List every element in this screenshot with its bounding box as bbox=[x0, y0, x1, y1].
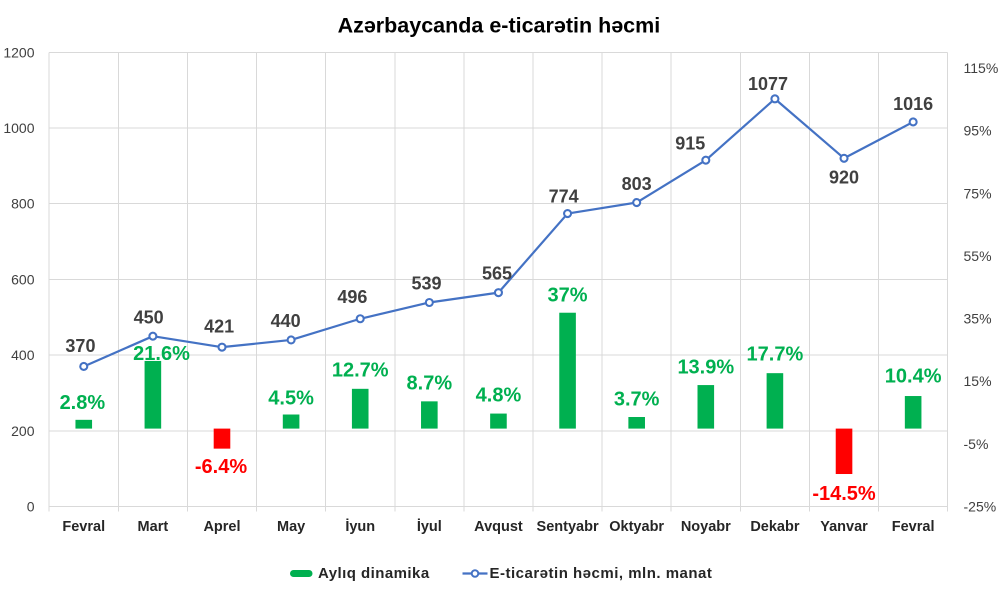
svg-text:115%: 115% bbox=[964, 60, 999, 76]
svg-text:4.5%: 4.5% bbox=[268, 387, 314, 409]
svg-text:Aprel: Aprel bbox=[203, 519, 240, 535]
svg-text:35%: 35% bbox=[964, 311, 992, 327]
svg-text:4.8%: 4.8% bbox=[476, 385, 522, 407]
svg-text:10.4%: 10.4% bbox=[885, 366, 942, 388]
svg-text:21.6%: 21.6% bbox=[133, 343, 190, 365]
svg-text:75%: 75% bbox=[964, 185, 992, 201]
svg-text:400: 400 bbox=[11, 347, 35, 363]
svg-text:Dekabr: Dekabr bbox=[750, 519, 800, 535]
svg-text:Yanvar: Yanvar bbox=[820, 519, 868, 535]
svg-text:37%: 37% bbox=[548, 284, 588, 306]
svg-text:Fevral: Fevral bbox=[892, 519, 935, 535]
svg-text:Mart: Mart bbox=[138, 519, 169, 535]
svg-text:1200: 1200 bbox=[3, 44, 34, 60]
svg-text:95%: 95% bbox=[964, 123, 992, 139]
svg-text:1077: 1077 bbox=[748, 74, 788, 94]
svg-text:915: 915 bbox=[675, 133, 705, 153]
svg-text:370: 370 bbox=[65, 336, 95, 356]
svg-text:920: 920 bbox=[829, 167, 859, 187]
svg-text:İyul: İyul bbox=[417, 518, 442, 535]
svg-text:E-ticarətin həcmi, mln. manat: E-ticarətin həcmi, mln. manat bbox=[490, 565, 713, 582]
svg-text:May: May bbox=[277, 519, 305, 535]
svg-text:Oktyabr: Oktyabr bbox=[609, 519, 664, 535]
svg-text:2.8%: 2.8% bbox=[60, 392, 106, 414]
svg-text:-14.5%: -14.5% bbox=[812, 483, 876, 505]
svg-text:-6.4%: -6.4% bbox=[195, 456, 247, 478]
svg-text:440: 440 bbox=[271, 311, 301, 331]
svg-text:-5%: -5% bbox=[964, 436, 989, 452]
svg-text:İyun: İyun bbox=[345, 518, 375, 535]
svg-text:Azərbaycanda e-ticarətin həcmi: Azərbaycanda e-ticarətin həcmi bbox=[338, 14, 661, 38]
svg-text:15%: 15% bbox=[964, 373, 992, 389]
svg-text:12.7%: 12.7% bbox=[332, 360, 389, 382]
svg-text:-25%: -25% bbox=[964, 499, 997, 515]
svg-text:539: 539 bbox=[412, 273, 442, 293]
svg-text:496: 496 bbox=[337, 287, 367, 307]
svg-text:13.9%: 13.9% bbox=[677, 356, 734, 378]
svg-text:3.7%: 3.7% bbox=[614, 389, 660, 411]
svg-text:600: 600 bbox=[11, 271, 35, 287]
svg-text:Aylıq dinamika: Aylıq dinamika bbox=[318, 565, 430, 582]
svg-text:565: 565 bbox=[482, 264, 512, 284]
svg-text:1000: 1000 bbox=[3, 120, 34, 136]
svg-text:774: 774 bbox=[549, 187, 579, 207]
svg-text:200: 200 bbox=[11, 423, 35, 439]
svg-text:55%: 55% bbox=[964, 248, 992, 264]
svg-text:1016: 1016 bbox=[893, 94, 933, 114]
svg-text:803: 803 bbox=[622, 174, 652, 194]
svg-text:450: 450 bbox=[134, 308, 164, 328]
svg-text:Fevral: Fevral bbox=[62, 519, 105, 535]
svg-text:8.7%: 8.7% bbox=[407, 373, 453, 395]
svg-text:17.7%: 17.7% bbox=[747, 344, 804, 366]
svg-text:Noyabr: Noyabr bbox=[681, 519, 731, 535]
svg-text:421: 421 bbox=[204, 317, 234, 337]
svg-text:Sentyabr: Sentyabr bbox=[537, 519, 599, 535]
svg-text:0: 0 bbox=[27, 499, 35, 515]
svg-text:800: 800 bbox=[11, 196, 35, 212]
svg-text:Avqust: Avqust bbox=[474, 519, 523, 535]
